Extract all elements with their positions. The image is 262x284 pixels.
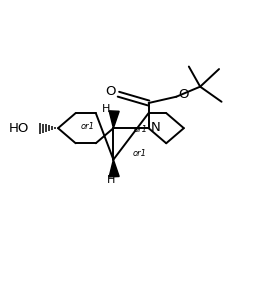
Text: H: H — [102, 104, 111, 114]
Polygon shape — [109, 160, 119, 177]
Text: O: O — [178, 88, 189, 101]
Text: or1: or1 — [132, 149, 146, 158]
Text: HO: HO — [9, 122, 29, 135]
Text: N: N — [151, 121, 161, 134]
Text: H: H — [107, 176, 115, 185]
Text: or1: or1 — [134, 125, 148, 134]
Text: O: O — [105, 85, 116, 98]
Polygon shape — [109, 111, 119, 128]
Text: or1: or1 — [81, 122, 95, 131]
